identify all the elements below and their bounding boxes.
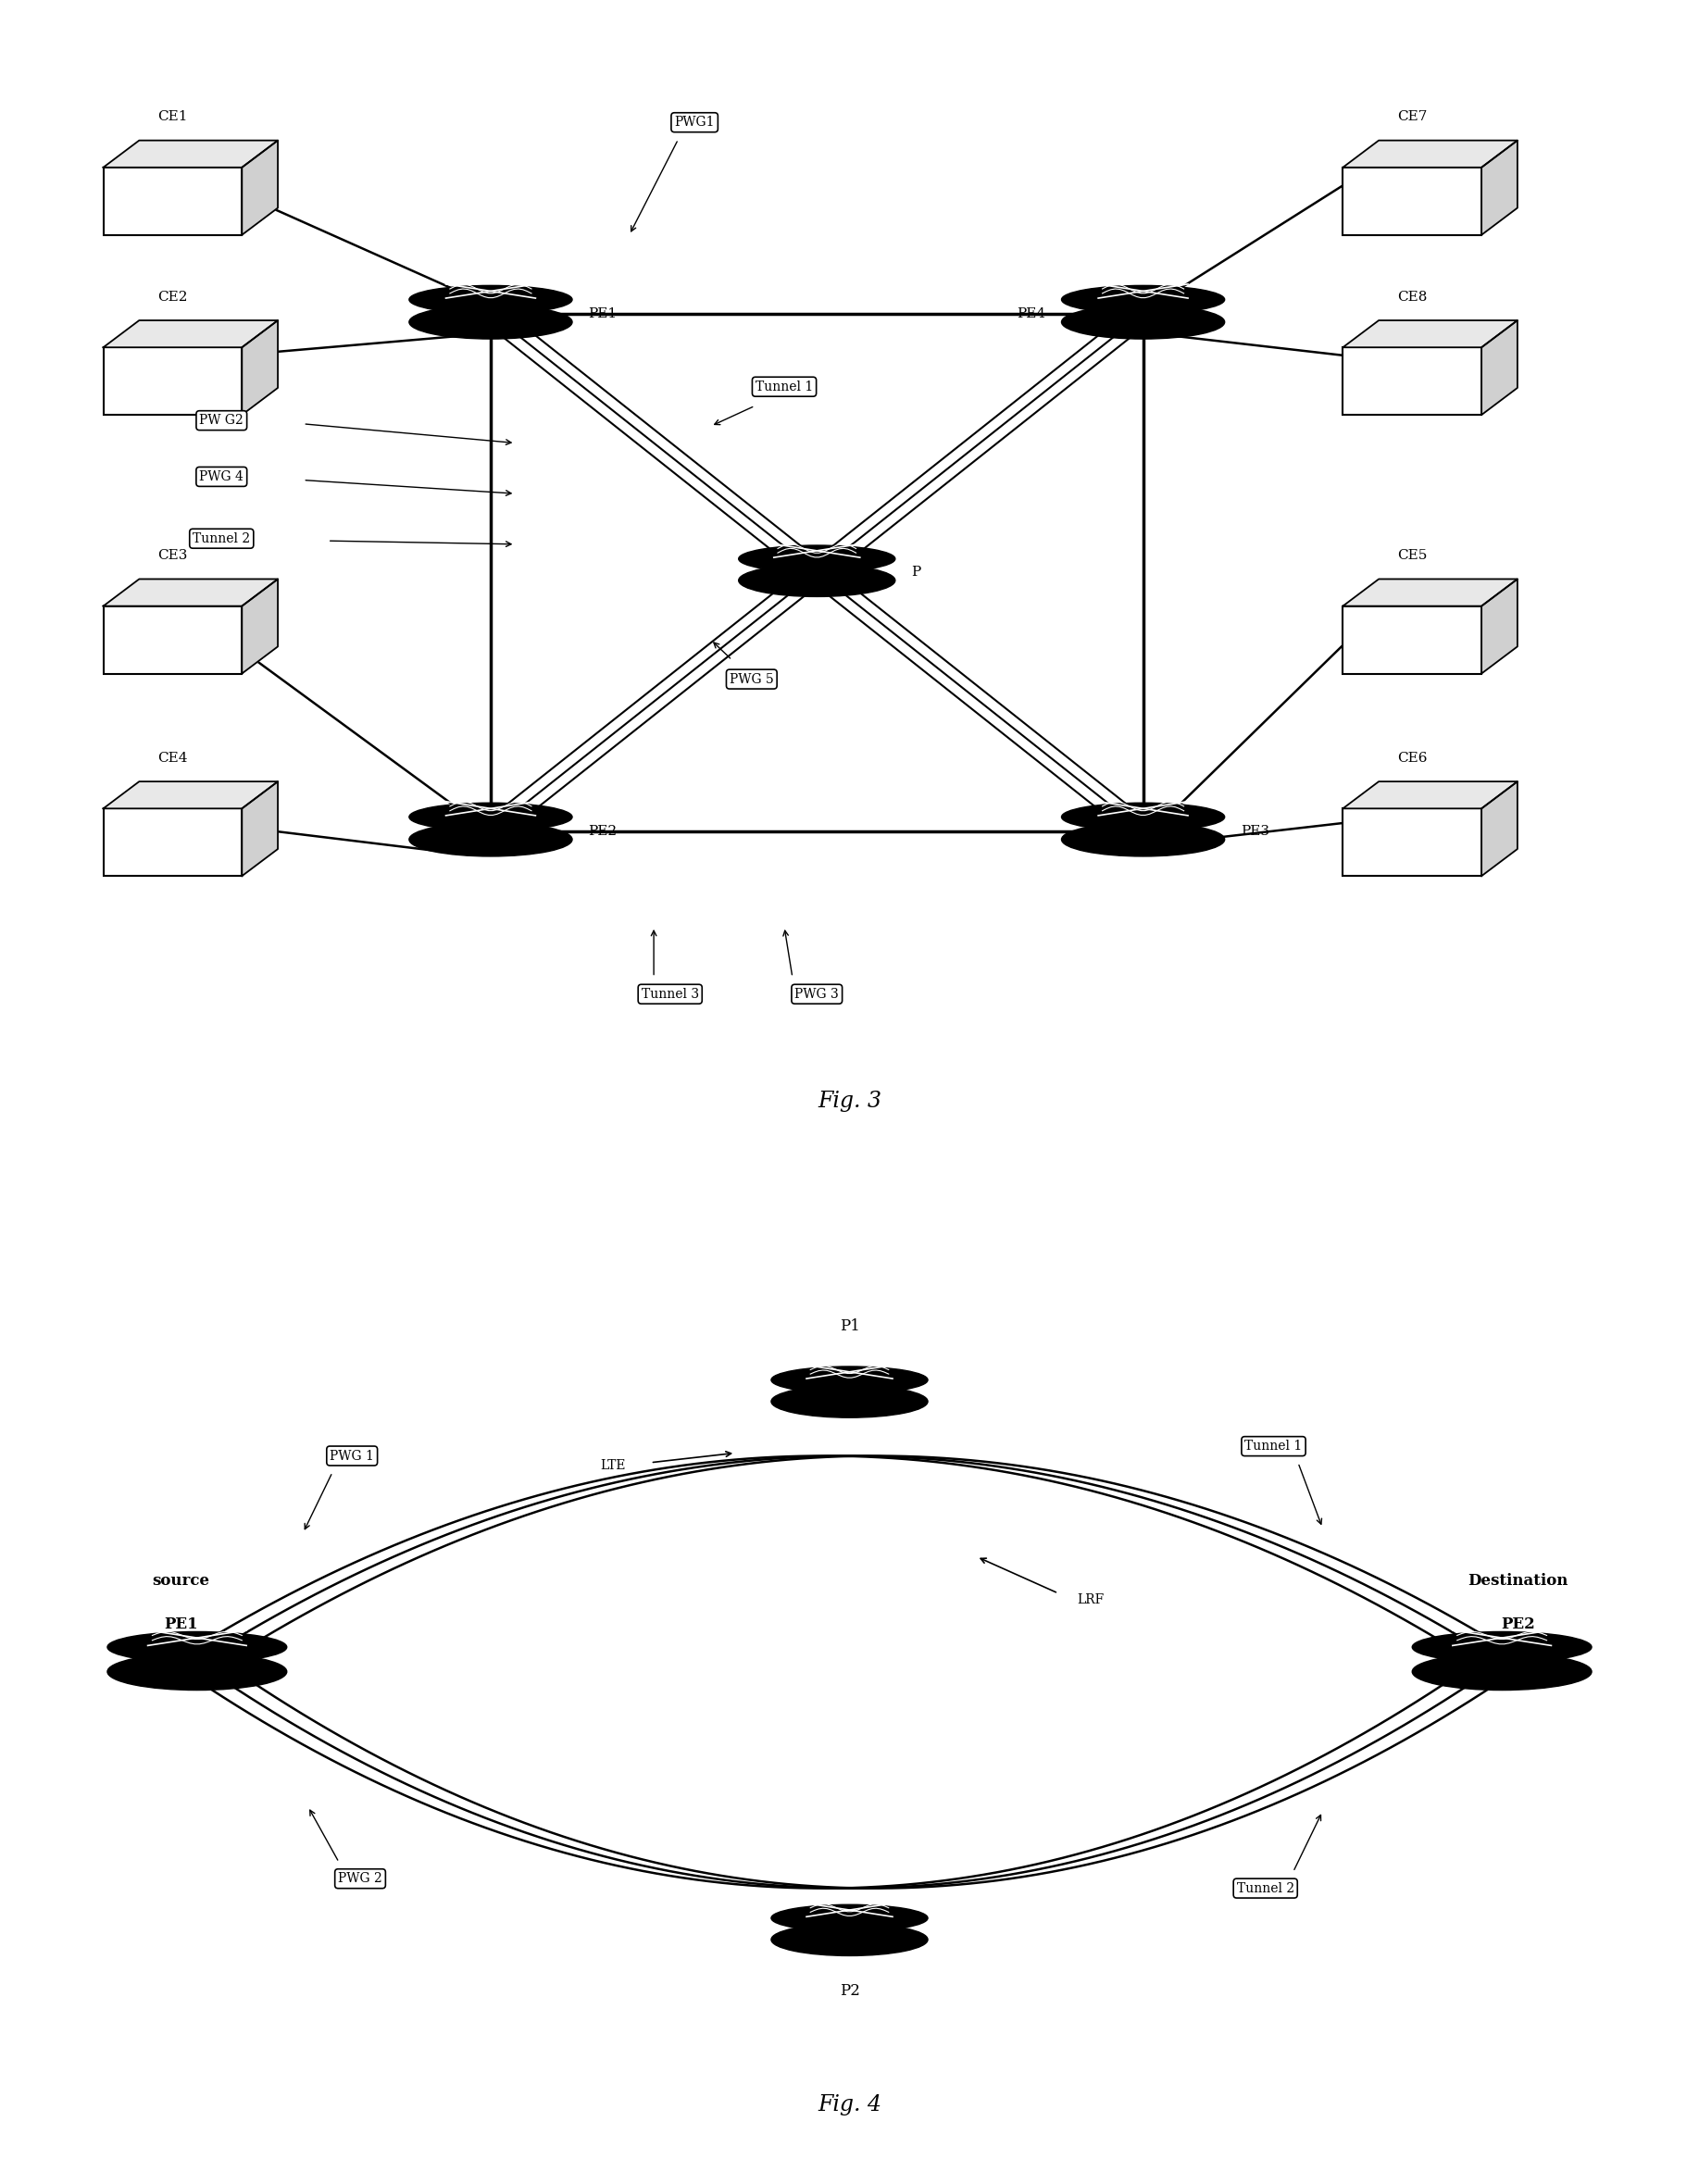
Polygon shape [241,140,279,236]
Ellipse shape [771,1904,928,1931]
Text: CE8: CE8 [1397,290,1427,304]
FancyBboxPatch shape [104,605,241,673]
Text: PWG 5: PWG 5 [729,673,773,686]
Text: PWG 3: PWG 3 [795,987,839,1000]
Polygon shape [1482,579,1517,673]
Text: PE2: PE2 [1502,1616,1536,1631]
Text: CE5: CE5 [1397,548,1427,561]
FancyBboxPatch shape [1342,347,1482,415]
Text: P2: P2 [839,1983,860,1998]
Text: CE3: CE3 [158,548,187,561]
Ellipse shape [771,1367,928,1393]
FancyBboxPatch shape [104,168,241,236]
FancyBboxPatch shape [104,808,241,876]
Polygon shape [104,579,279,605]
Text: Fig. 4: Fig. 4 [817,2094,882,2114]
Ellipse shape [409,286,573,314]
Polygon shape [1482,321,1517,415]
Ellipse shape [1062,823,1225,856]
Text: PE4: PE4 [1016,308,1045,321]
Ellipse shape [409,804,573,832]
Ellipse shape [771,1924,928,1955]
Ellipse shape [107,1653,287,1690]
Polygon shape [1342,140,1517,168]
Text: Tunnel 2: Tunnel 2 [192,533,250,546]
Ellipse shape [771,1385,928,1417]
Ellipse shape [107,1631,287,1662]
FancyBboxPatch shape [104,347,241,415]
FancyBboxPatch shape [1342,808,1482,876]
Polygon shape [1342,321,1517,347]
Polygon shape [241,321,279,415]
Ellipse shape [1412,1653,1592,1690]
Text: PW G2: PW G2 [199,415,243,426]
Text: Tunnel 2: Tunnel 2 [1237,1883,1295,1896]
Text: PE3: PE3 [1240,826,1269,836]
Text: source: source [153,1572,209,1588]
FancyBboxPatch shape [1342,168,1482,236]
Text: PWG 1: PWG 1 [330,1450,374,1463]
Ellipse shape [1412,1631,1592,1662]
Ellipse shape [739,546,895,572]
Text: P: P [911,566,921,579]
Text: PE1: PE1 [588,308,617,321]
Text: LRF: LRF [1077,1594,1104,1607]
Ellipse shape [1062,804,1225,832]
Text: PE2: PE2 [588,826,617,836]
Ellipse shape [409,306,573,339]
Text: Fig. 3: Fig. 3 [817,1090,882,1112]
Text: PWG1: PWG1 [675,116,715,129]
Text: PWG 4: PWG 4 [199,470,243,483]
Polygon shape [1482,782,1517,876]
Ellipse shape [409,823,573,856]
Text: CE2: CE2 [158,290,187,304]
Text: LTE: LTE [600,1459,625,1472]
Text: CE1: CE1 [158,111,187,124]
Polygon shape [1342,782,1517,808]
Text: Tunnel 3: Tunnel 3 [641,987,698,1000]
Polygon shape [241,782,279,876]
Text: PE1: PE1 [163,1616,197,1631]
Polygon shape [1482,140,1517,236]
Text: Destination: Destination [1468,1572,1568,1588]
Text: Tunnel 1: Tunnel 1 [756,380,814,393]
Polygon shape [1342,579,1517,605]
Polygon shape [104,140,279,168]
Ellipse shape [739,563,895,596]
Ellipse shape [1062,306,1225,339]
Text: Tunnel 1: Tunnel 1 [1245,1439,1303,1452]
Text: CE7: CE7 [1397,111,1427,124]
FancyBboxPatch shape [1342,605,1482,673]
Text: P1: P1 [839,1319,860,1334]
Text: CE6: CE6 [1397,751,1427,764]
Polygon shape [241,579,279,673]
Polygon shape [104,782,279,808]
Polygon shape [104,321,279,347]
Text: CE4: CE4 [158,751,187,764]
FancyBboxPatch shape [491,314,1143,832]
Text: PWG 2: PWG 2 [338,1872,382,1885]
Ellipse shape [1062,286,1225,314]
